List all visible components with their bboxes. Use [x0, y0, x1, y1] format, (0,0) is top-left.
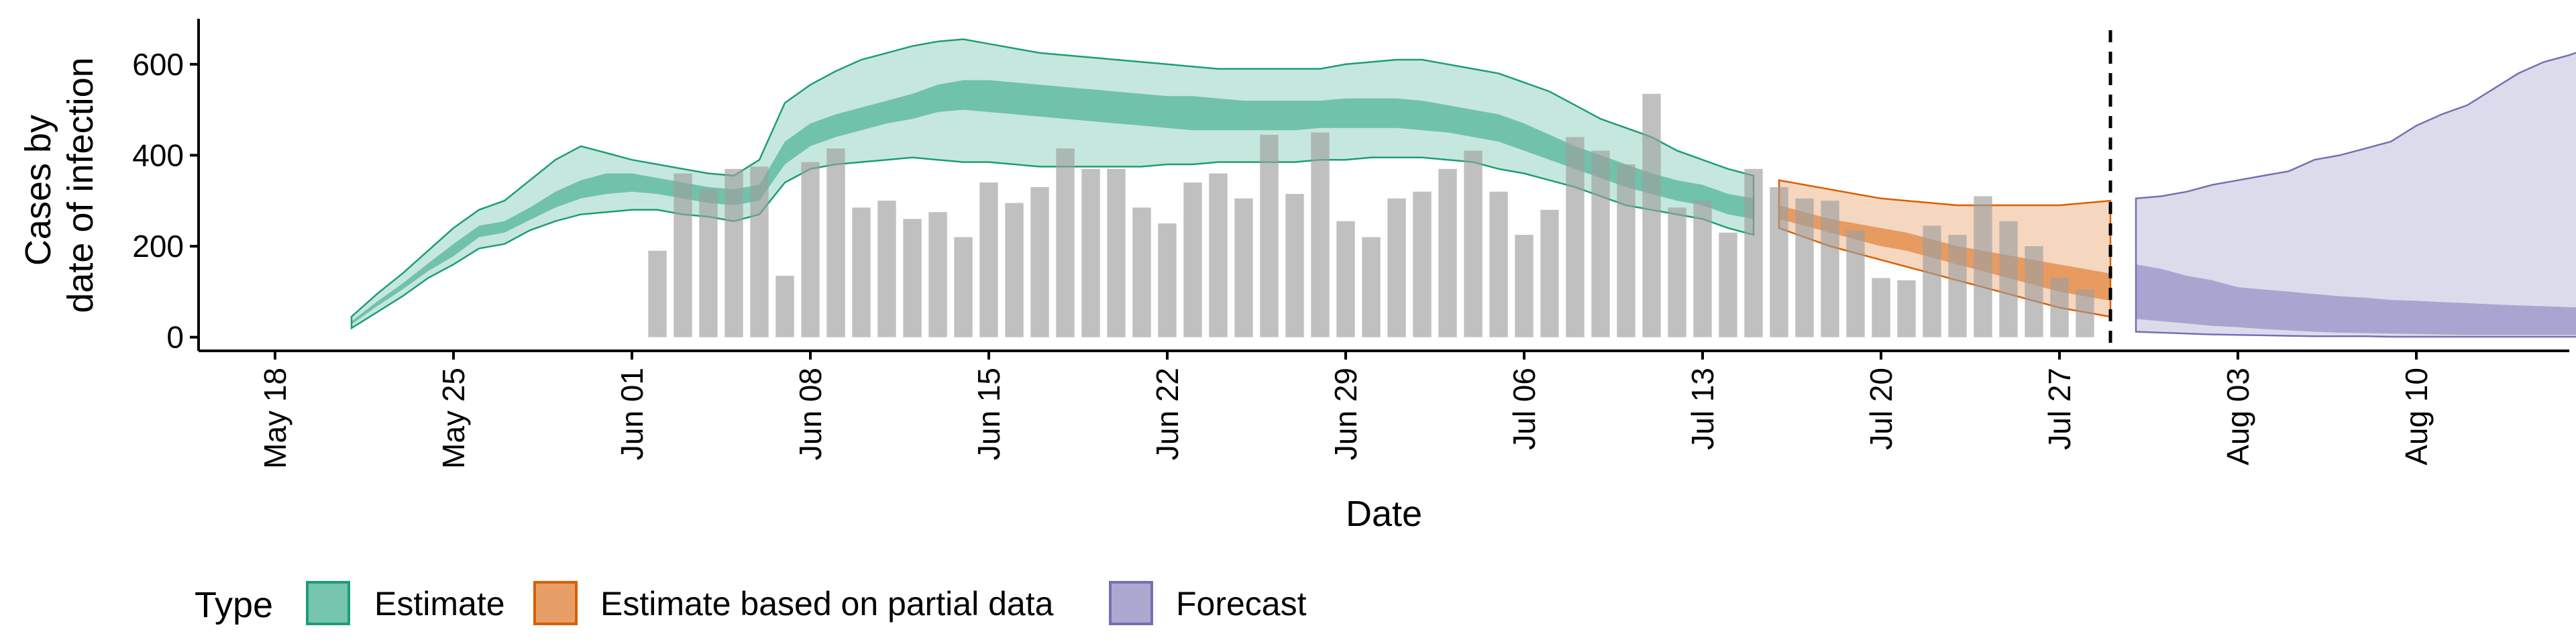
- x-tick-label: Aug 10: [2399, 368, 2434, 466]
- x-tick-label: Jun 22: [1150, 368, 1185, 460]
- x-tick-label: Jun 15: [971, 368, 1006, 460]
- reported-bar: [1897, 280, 1916, 337]
- legend-label-partial: Estimate based on partial data: [600, 585, 1054, 623]
- y-tick-label: 200: [132, 229, 184, 264]
- reported-bar: [1464, 150, 1483, 337]
- reported-bar: [1030, 186, 1049, 337]
- reported-bar: [1362, 237, 1381, 337]
- axes: 0 200 400 600 May 18 May 25 Jun 01 Jun 08 Jun 15…: [132, 19, 2569, 469]
- reported-bar: [750, 166, 769, 337]
- x-tick-label: May 18: [258, 368, 292, 469]
- reported-bar: [852, 207, 871, 337]
- y-axis-title: Cases by date of infection: [18, 57, 101, 313]
- reported-bar: [1719, 232, 1737, 337]
- reported-bar: [928, 212, 947, 337]
- reported-bar: [1566, 137, 1585, 337]
- reported-bar: [1668, 207, 1686, 337]
- reported-bar: [826, 148, 845, 337]
- reported-bar: [1132, 207, 1151, 337]
- reported-bar: [1005, 203, 1024, 337]
- x-tick-label: Jul 06: [1507, 368, 1542, 450]
- legend-title: Type: [195, 585, 273, 625]
- legend-label-estimate: Estimate: [374, 585, 505, 623]
- reported-bar: [1387, 198, 1406, 337]
- x-tick-label: Jun 08: [793, 368, 828, 460]
- reported-bar: [1540, 209, 1559, 337]
- y-tick-label: 0: [166, 320, 184, 355]
- legend-label-forecast: Forecast: [1176, 585, 1307, 623]
- x-tick-label: Jun 01: [614, 368, 649, 460]
- reported-bar: [877, 201, 896, 337]
- reported-bar: [1158, 223, 1177, 337]
- reported-bar: [1948, 235, 1967, 337]
- x-tick-label: May 25: [436, 368, 471, 469]
- x-tick-label: Aug 03: [2220, 368, 2255, 466]
- legend-swatch-partial: [533, 581, 578, 625]
- reported-bar: [801, 162, 820, 337]
- reported-bar: [2076, 289, 2094, 337]
- reported-bar: [1311, 132, 1330, 337]
- reported-bar: [1617, 164, 1635, 337]
- reported-bar: [648, 250, 667, 337]
- reported-bar: [954, 237, 973, 337]
- reported-bar: [1999, 221, 2018, 337]
- reported-cases-bars: [648, 93, 2094, 337]
- reported-bar: [1081, 168, 1100, 337]
- reported-bar: [1413, 191, 1432, 337]
- x-tick-label: Jul 27: [2042, 368, 2077, 450]
- reported-bar: [979, 182, 998, 337]
- reported-bar: [903, 219, 922, 337]
- reported-bar: [1489, 191, 1508, 337]
- reported-bar: [775, 276, 794, 337]
- legend-swatch-estimate: [306, 581, 350, 625]
- reported-bar: [1056, 148, 1075, 337]
- reported-bar: [1107, 168, 1126, 337]
- reported-bar: [1515, 235, 1534, 337]
- reported-bar: [1438, 168, 1457, 337]
- reported-bar: [1209, 173, 1228, 337]
- x-axis-title: Date: [1346, 494, 1422, 534]
- band90-forecast: [2135, 52, 2576, 338]
- reported-bar: [1821, 201, 1839, 337]
- x-tick-label: Jul 20: [1864, 368, 1898, 450]
- reported-bar: [1260, 134, 1279, 337]
- x-tick-label: Jun 29: [1328, 368, 1363, 460]
- reported-bar: [724, 168, 743, 337]
- x-tick-label: Jul 13: [1685, 368, 1720, 450]
- reported-bar: [1285, 194, 1304, 337]
- reported-bar: [1974, 196, 1992, 337]
- reported-bar: [2050, 278, 2069, 337]
- reported-bar: [1234, 198, 1253, 337]
- reported-bar: [1336, 221, 1355, 337]
- reported-bar: [1744, 168, 1763, 337]
- y-tick-label: 400: [132, 138, 184, 172]
- y-axis-title-line-1: Cases by: [18, 115, 58, 266]
- reported-bar: [699, 189, 718, 337]
- reported-bar: [674, 173, 692, 337]
- reported-bar: [1795, 198, 1814, 337]
- band50-forecast: [2136, 264, 2576, 335]
- reported-bar: [1591, 150, 1610, 337]
- reported-bar: [1770, 186, 1788, 337]
- reported-bar: [1693, 201, 1712, 337]
- legend: Type Estimate Estimate based on partial …: [195, 581, 1307, 625]
- reported-bar: [1872, 278, 1890, 337]
- y-axis-title-line-2: date of infection: [60, 57, 101, 313]
- reported-bar: [2025, 246, 2043, 337]
- reported-bar: [1642, 93, 1661, 337]
- reported-bar: [1183, 182, 1202, 337]
- reported-bar: [1923, 225, 1941, 337]
- y-tick-label: 600: [132, 47, 184, 82]
- legend-swatch-forecast: [1109, 581, 1153, 625]
- reported-bar: [1846, 230, 1865, 337]
